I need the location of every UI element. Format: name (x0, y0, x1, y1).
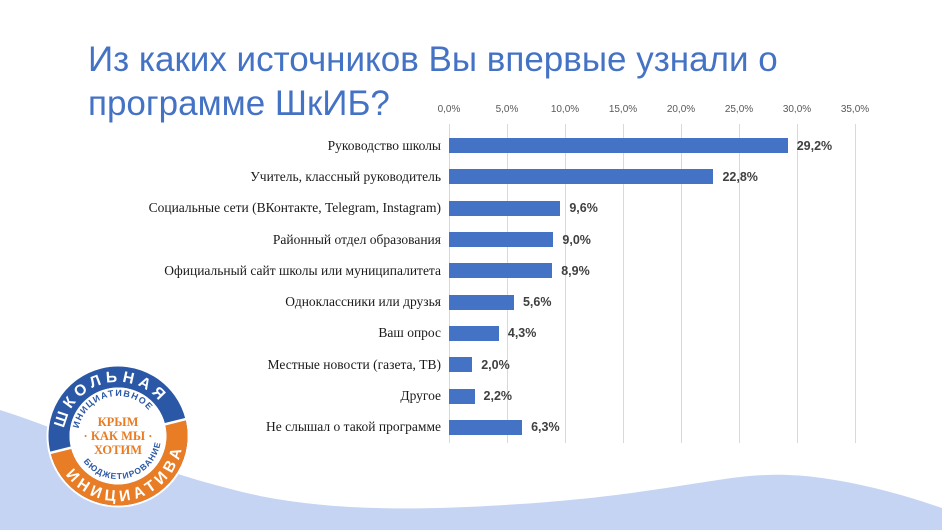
value-label: 6,3% (531, 420, 560, 435)
category-label: Социальные сети (ВКонтакте, Telegram, In… (148, 200, 441, 216)
value-label: 9,6% (569, 201, 598, 216)
bar (449, 138, 788, 154)
value-label: 22,8% (722, 169, 758, 184)
chart-row: Официальный сайт школы или муниципалитет… (0, 255, 942, 286)
value-label: 4,3% (507, 326, 537, 341)
slide-title: Из каких источников Вы впервые узнали о … (88, 40, 778, 124)
chart-row: Районный отдел образования 9,0% (0, 224, 942, 255)
x-axis-tick: 35,0% (840, 104, 870, 115)
chart-row: Социальные сети (ВКонтакте, Telegram, In… (0, 193, 942, 224)
x-axis-tick: 30,0% (782, 104, 812, 115)
gridline (681, 124, 682, 443)
logo-center-line1: КРЫМ (98, 415, 139, 429)
value-label: 2,2% (483, 389, 513, 404)
gridline (449, 124, 450, 443)
gridlines (0, 124, 942, 443)
bar (449, 263, 553, 279)
logo-inner-disc (69, 387, 167, 485)
chart-row: Учитель, классный руководитель 22,8% (0, 161, 942, 192)
x-axis-tick: 20,0% (666, 104, 696, 115)
chart-row: Местные новости (газета, ТВ) 2,0% (0, 349, 942, 380)
chart-row: Не слышал о такой программе 6,3% (0, 412, 942, 443)
value-label: 2,0% (481, 357, 510, 372)
bar (449, 325, 499, 341)
value-label: 5,6% (522, 295, 552, 310)
gridline (739, 124, 740, 443)
gridline (507, 124, 508, 443)
category-label: Официальный сайт школы или муниципалитет… (164, 262, 441, 278)
category-label: Другое (400, 388, 441, 404)
gridline (797, 124, 798, 443)
category-label: Не слышал о такой программе (265, 419, 441, 435)
x-axis-tick: 5,0% (495, 104, 519, 115)
x-axis: 0,0% 5,0% 10,0% 15,0% 20,0% 25,0% 30,0% 35,0% (0, 104, 942, 120)
x-axis-tick: 25,0% (724, 104, 754, 115)
category-label: Районный отдел образования (272, 231, 441, 247)
category-label: Руководство школы (327, 137, 441, 153)
logo-ring-orange (50, 419, 188, 506)
bar (449, 169, 714, 185)
value-label: 8,9% (561, 263, 590, 278)
chart-row: Одноклассники или друзья 5,6% (0, 286, 942, 317)
logo-center-line3: ХОТИМ (94, 443, 142, 457)
logo-ring-divider (48, 445, 74, 455)
gridline (623, 124, 624, 443)
bar (449, 357, 473, 373)
gridline (855, 124, 856, 443)
bar (449, 419, 523, 435)
bar (449, 388, 475, 404)
chart-row: Руководство школы 29,2% (0, 130, 942, 161)
bar (449, 294, 514, 310)
logo-badge: ШКОЛЬНАЯ ИНИЦИАТИВА ИНИЦИАТИВНОЕ БЮДЖЕТИ… (46, 364, 190, 508)
logo-ring-divider (162, 417, 188, 427)
bar (449, 232, 554, 248)
x-axis-tick: 10,0% (550, 104, 580, 115)
x-axis-tick: 15,0% (608, 104, 638, 115)
bar-chart: Руководство школы 29,2% Учитель, классный … (0, 124, 942, 443)
bar (449, 200, 561, 216)
logo-center-line2: · КАК МЫ · (84, 429, 153, 443)
category-label: Одноклассники или друзья (285, 294, 441, 310)
value-label: 9,0% (562, 232, 591, 247)
category-label: Учитель, классный руководитель (250, 168, 441, 184)
x-axis-tick: 0,0% (437, 104, 461, 115)
gridline (565, 124, 566, 443)
category-label: Ваш опрос (378, 325, 441, 341)
chart-rows: Руководство школы 29,2% Учитель, классный … (0, 130, 942, 443)
value-label: 29,2% (796, 138, 833, 153)
chart-row: Ваш опрос 4,3% (0, 318, 942, 349)
chart-row: Другое 2,2% (0, 380, 942, 411)
category-label: Местные новости (газета, ТВ) (267, 356, 441, 372)
